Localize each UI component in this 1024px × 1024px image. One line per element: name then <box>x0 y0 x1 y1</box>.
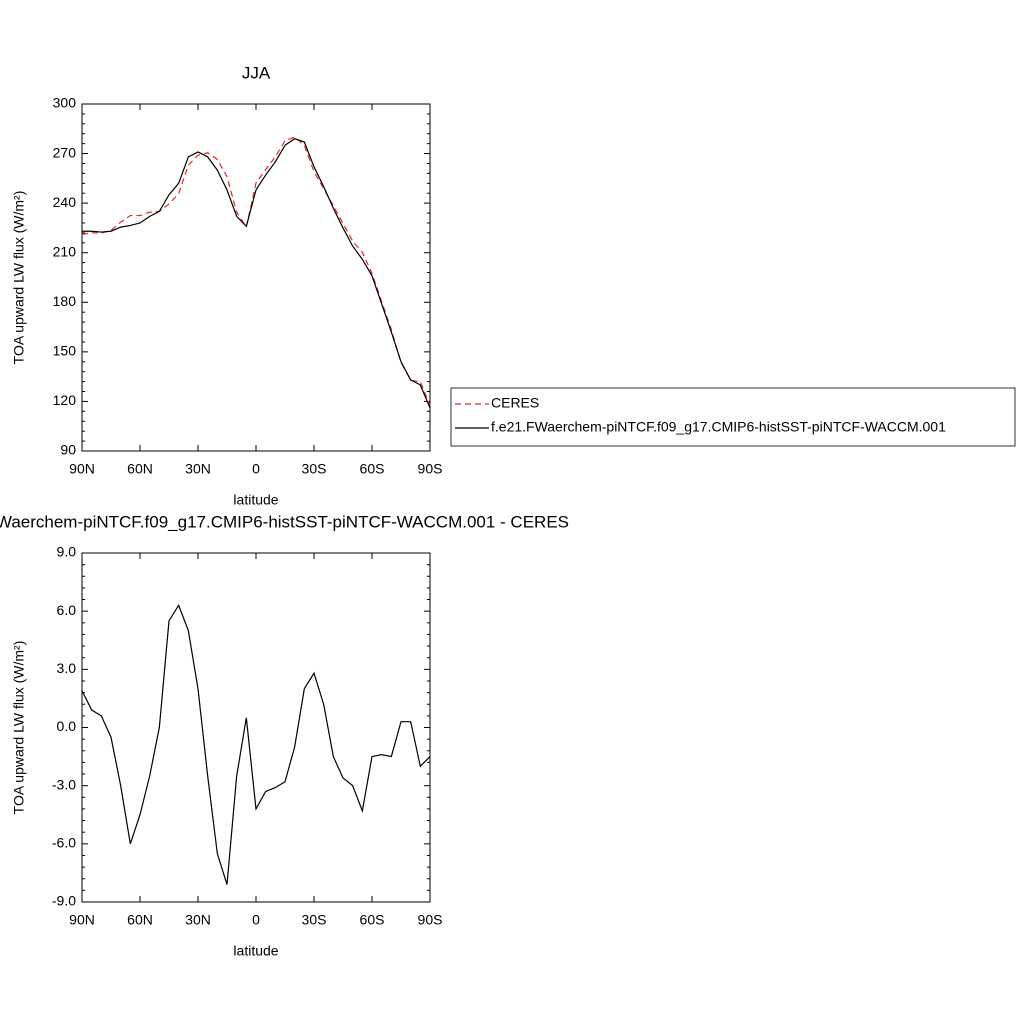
x-tick-label: 0 <box>252 461 260 477</box>
y-tick-label: 9.0 <box>57 544 77 560</box>
y-tick-label: -9.0 <box>52 893 76 909</box>
y-tick-label: 0.0 <box>57 718 77 734</box>
x-axis-label: latitude <box>233 943 278 959</box>
x-tick-label: 90S <box>418 461 443 477</box>
y-tick-label: 3.0 <box>57 660 77 676</box>
y-axis-label: TOA upward LW flux (W/m²) <box>11 191 27 365</box>
y-tick-label: 120 <box>53 392 77 408</box>
x-tick-label: 60S <box>360 912 385 928</box>
x-tick-label: 30S <box>302 461 327 477</box>
x-tick-label: 30N <box>185 461 211 477</box>
x-tick-label: 30N <box>185 912 211 928</box>
x-tick-label: 90S <box>418 912 443 928</box>
legend-box <box>450 387 1016 447</box>
y-axis-label: TOA upward LW flux (W/m²) <box>11 641 27 815</box>
data-line <box>81 136 431 406</box>
x-tick-label: 60N <box>127 461 153 477</box>
y-tick-label: 300 <box>53 95 77 111</box>
y-tick-label: 180 <box>53 293 77 309</box>
x-axis-label: latitude <box>233 492 278 508</box>
data-line <box>82 138 431 409</box>
y-tick-label: 90 <box>60 442 76 458</box>
legend-label: f.e21.FWaerchem-piNTCF.f09_g17.CMIP6-his… <box>491 419 946 435</box>
y-tick-label: 210 <box>53 243 77 259</box>
y-tick-label: 240 <box>53 194 77 210</box>
x-tick-label: 60S <box>360 461 385 477</box>
x-tick-label: 60N <box>127 912 153 928</box>
chart-title: f.e21.FWaerchem-piNTCF.f09_g17.CMIP6-his… <box>0 512 569 531</box>
y-tick-label: 270 <box>53 144 77 160</box>
y-tick-label: 6.0 <box>57 602 77 618</box>
x-tick-label: 30S <box>302 912 327 928</box>
y-tick-label: -3.0 <box>52 776 76 792</box>
x-tick-label: 90N <box>69 912 95 928</box>
y-tick-label: -6.0 <box>52 835 76 851</box>
chart-title: JJA <box>242 63 271 82</box>
y-tick-label: 150 <box>53 343 77 359</box>
data-line <box>81 604 431 885</box>
x-tick-label: 90N <box>69 461 95 477</box>
legend-label: CERES <box>491 395 539 411</box>
plot-frame <box>81 103 431 452</box>
x-tick-label: 0 <box>252 912 260 928</box>
plot-frame <box>81 552 431 903</box>
